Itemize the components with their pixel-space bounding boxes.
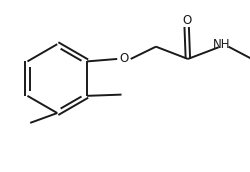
Text: NH: NH xyxy=(212,38,230,51)
Text: O: O xyxy=(119,52,128,66)
Text: O: O xyxy=(181,14,190,27)
